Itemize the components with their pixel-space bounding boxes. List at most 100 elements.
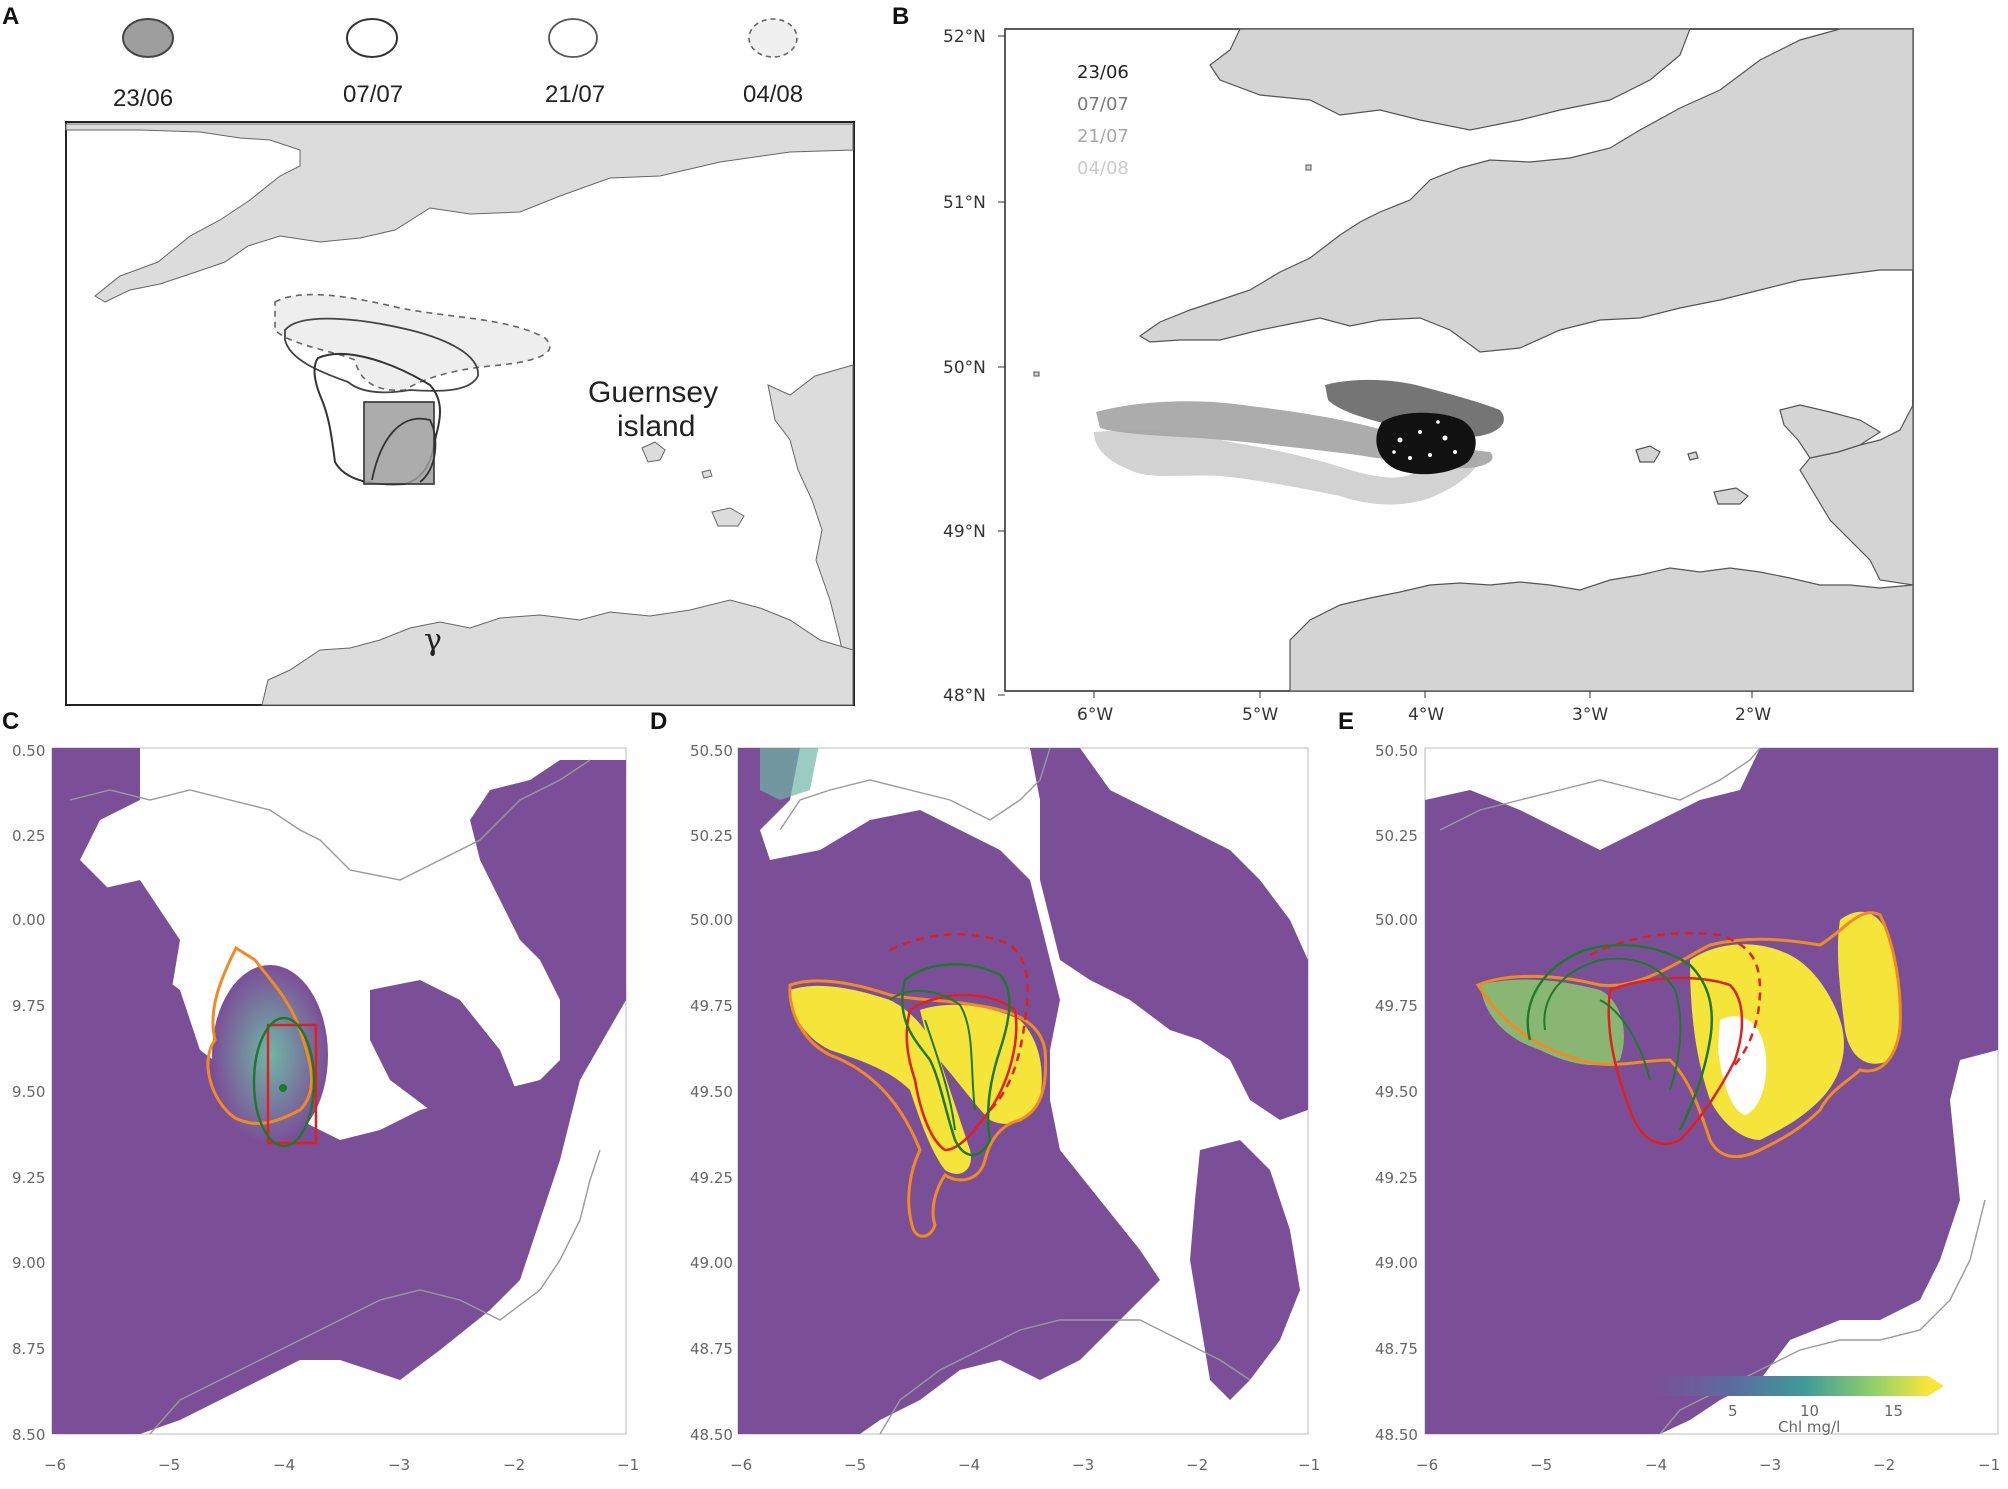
e-x-tick: −4	[1645, 1456, 1667, 1474]
d-x-tick: −4	[958, 1456, 980, 1474]
b-lon-tick: 6°W	[1077, 705, 1113, 725]
panel-e-map	[1425, 748, 1998, 1434]
b-legend-21-07: 21/07	[1077, 126, 1129, 147]
b-lat-tick: 49°N	[943, 522, 986, 542]
particles-23-06	[1376, 412, 1476, 475]
b-lon-tick: 3°W	[1572, 705, 1608, 725]
contour-23-06	[363, 401, 435, 485]
colorbar-tick: 5	[1728, 1402, 1738, 1420]
c-y-tick: 9.00	[12, 1254, 45, 1272]
panel-b-label: B	[892, 3, 909, 30]
contour-21-07	[284, 317, 479, 394]
b-legend-07-07: 07/07	[1077, 94, 1129, 115]
d-y-tick: 49.50	[690, 1083, 733, 1101]
panel-d-x-axis: −6 −5 −4 −3 −2 −1	[730, 1456, 1320, 1474]
panel-e-coast-north	[1439, 748, 1761, 831]
panel-e-bloom-yellow-b	[1837, 911, 1900, 1064]
legend-swatch-07-07	[346, 18, 398, 58]
d-x-tick: −1	[1298, 1456, 1320, 1474]
c-y-tick: 0.25	[12, 827, 45, 845]
legend-swatch-21-07	[548, 18, 598, 58]
panel-a-map: Guernsey island γ	[65, 121, 855, 706]
panel-a-jersey	[711, 507, 745, 527]
panel-d: D 50.50 50.25 50.00 49.75 49.50 49.25 49…	[650, 708, 1320, 1474]
b-lat-tick: 52°N	[943, 27, 986, 47]
d-y-tick: 49.25	[690, 1169, 733, 1187]
e-y-tick: 50.50	[1375, 742, 1418, 760]
c-y-tick: 0.50	[12, 742, 45, 760]
panel-d-bloom-teal	[760, 748, 819, 800]
panel-b-map: 23/06 07/07 21/07 04/08	[1033, 28, 1914, 692]
c-y-tick: 9.50	[12, 1083, 45, 1101]
panel-e-green-track	[1526, 943, 1714, 1131]
particles-04-08	[1094, 430, 1480, 505]
e-x-tick: −2	[1873, 1456, 1895, 1474]
colorbar-tick: 10	[1800, 1402, 1819, 1420]
e-x-tick: −6	[1416, 1456, 1438, 1474]
b-lon-tick: 4°W	[1408, 705, 1444, 725]
panel-d-red-dashed	[889, 933, 1029, 1111]
panel-c-chl-east	[370, 980, 520, 1120]
panel-c-label: C	[2, 708, 19, 735]
b-lon-tick: 2°W	[1735, 705, 1771, 725]
d-x-tick: −6	[730, 1456, 752, 1474]
d-y-tick: 49.00	[690, 1254, 733, 1272]
panel-d-red-solid	[905, 993, 1018, 1152]
panel-b-island-lundy	[1305, 164, 1312, 171]
d-y-tick: 49.75	[690, 997, 733, 1015]
panel-c: C 0.50 0.25 0.00 9.75 9.50 9.25 9.00 8.7…	[2, 708, 639, 1474]
b-lat-tick: 48°N	[943, 686, 986, 706]
panel-e-coast-south	[1659, 1199, 1986, 1434]
b-legend-23-06: 23/06	[1077, 62, 1129, 83]
legend-label-04-08: 04/08	[743, 81, 803, 108]
particles-23-06-specks	[1392, 420, 1457, 460]
panel-b-land-england	[1138, 28, 1914, 353]
panel-e-white-gap	[1718, 1016, 1767, 1115]
panel-d-chl-east	[1030, 748, 1308, 1120]
d-x-tick: −5	[844, 1456, 866, 1474]
e-x-tick: −5	[1530, 1456, 1552, 1474]
panel-c-orange-contour	[206, 945, 314, 1125]
panel-c-chl-field	[52, 748, 626, 1434]
legend-swatch-04-08	[748, 18, 798, 58]
e-y-tick: 48.75	[1375, 1340, 1418, 1358]
legend-label-23-06: 23/06	[113, 85, 173, 112]
c-y-tick: 0.00	[12, 911, 45, 929]
panel-c-center-dot	[279, 1084, 287, 1092]
panel-c-coast-north	[69, 759, 591, 881]
panel-b-island-scilly	[1033, 371, 1040, 377]
panel-d-green-track-b	[889, 989, 976, 1131]
contour-07-07-inner	[371, 417, 437, 483]
panel-e: E 5 10 15 Chl mg/l 50.50 50.2	[1338, 708, 2000, 1474]
panel-a: A 23/06 07/07 21/07 04/08	[2, 3, 855, 706]
c-x-tick: −2	[503, 1456, 525, 1474]
panel-e-label: E	[1338, 708, 1354, 735]
e-x-tick: −1	[1978, 1456, 2000, 1474]
e-x-tick: −3	[1759, 1456, 1781, 1474]
panel-c-y-axis: 0.50 0.25 0.00 9.75 9.50 9.25 9.00 8.75 …	[12, 742, 45, 1444]
panel-b-island-guernsey	[1635, 445, 1661, 463]
panel-e-green-track-b	[1543, 957, 1682, 1091]
panel-b-lon-axis: 6°W 5°W 4°W 3°W 2°W	[1077, 691, 1771, 725]
e-y-tick: 48.50	[1375, 1426, 1418, 1444]
panel-d-map	[738, 748, 1308, 1434]
c-x-tick: −4	[273, 1456, 295, 1474]
panel-c-x-axis: −6 −5 −4 −3 −2 −1	[44, 1456, 639, 1474]
panel-b-land-cotentin	[1779, 404, 1882, 459]
c-x-tick: −1	[617, 1456, 639, 1474]
legend-swatch-23-06	[122, 18, 174, 58]
panel-a-legend: 23/06 07/07 21/07 04/08	[113, 18, 803, 112]
e-y-tick: 49.25	[1375, 1169, 1418, 1187]
d-x-tick: −3	[1072, 1456, 1094, 1474]
panel-b-land-normandy	[1799, 404, 1914, 586]
colorbar-tick: 15	[1884, 1402, 1903, 1420]
c-y-tick: 9.25	[12, 1169, 45, 1187]
panel-d-coast-north	[779, 748, 1051, 831]
panel-a-small-island	[701, 469, 713, 479]
b-legend-04-08: 04/08	[1077, 158, 1129, 179]
panel-b-land-wales	[1209, 28, 1691, 131]
gamma-glyph: γ	[424, 623, 442, 658]
panel-c-chl-west	[52, 880, 180, 1050]
c-x-tick: −3	[388, 1456, 410, 1474]
panel-a-guernsey	[641, 441, 666, 463]
